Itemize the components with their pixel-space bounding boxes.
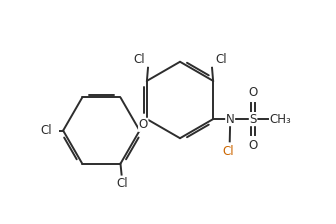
Text: CH₃: CH₃ [269,113,291,126]
Text: O: O [248,86,258,99]
Text: Cl: Cl [41,124,52,137]
Text: Cl: Cl [222,145,234,158]
Text: O: O [248,139,258,152]
Text: Cl: Cl [117,177,128,190]
Text: Cl: Cl [133,53,145,66]
Text: S: S [249,113,257,126]
Text: N: N [226,113,235,126]
Text: Cl: Cl [215,53,227,66]
Text: O: O [139,118,148,131]
